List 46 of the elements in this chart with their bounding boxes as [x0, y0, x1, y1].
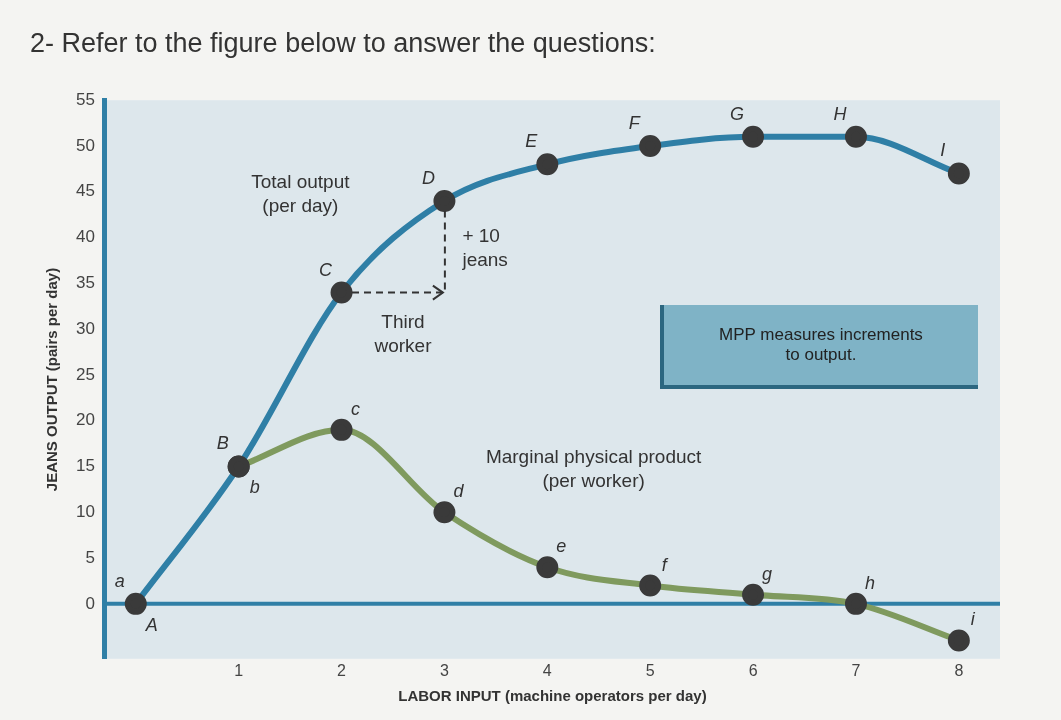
- annotation: d: [453, 481, 465, 502]
- annotation: Third worker: [373, 310, 433, 356]
- annotation: B: [216, 433, 229, 454]
- y-tick-label: 10: [75, 501, 95, 521]
- callout-box: MPP measures increments to output.: [660, 305, 978, 389]
- y-tick-label: 30: [75, 318, 95, 338]
- y-tick-label: 25: [75, 364, 95, 384]
- annotation: g: [762, 563, 773, 584]
- x-tick-label: 3: [439, 661, 449, 679]
- x-tick-label: 8: [954, 661, 964, 679]
- y-tick-label: 40: [75, 227, 95, 247]
- x-tick-label: 5: [645, 661, 655, 679]
- annotation: + 10 jeans: [461, 225, 508, 271]
- annotation: F: [628, 112, 641, 133]
- x-tick-label: 7: [851, 661, 861, 679]
- x-tick-label: 1: [234, 661, 244, 679]
- annotation: b: [249, 477, 260, 498]
- x-tick-label: 6: [748, 661, 758, 679]
- y-tick-label: 50: [75, 135, 95, 155]
- y-tick-label: 35: [75, 273, 95, 293]
- x-tick-label: 2: [337, 661, 347, 679]
- annotation: I: [940, 140, 946, 161]
- y-tick-label: 0: [85, 593, 95, 613]
- annotation: H: [833, 103, 848, 124]
- annotation: G: [730, 103, 745, 124]
- annotation: a: [114, 570, 125, 591]
- annotation: A: [144, 614, 158, 635]
- y-tick-label: 15: [75, 456, 95, 476]
- y-axis-title: JEANS OUTPUT (pairs per day): [43, 267, 61, 492]
- text: Total output (per day): [251, 170, 351, 216]
- annotation: e: [556, 536, 567, 557]
- annotation: E: [525, 131, 539, 152]
- y-tick-label: 55: [75, 89, 95, 109]
- annotation: i: [970, 609, 976, 630]
- annotation: c: [351, 398, 361, 419]
- annotation: C: [319, 259, 334, 280]
- x-tick-label: 4: [542, 661, 552, 679]
- annotation: D: [421, 167, 435, 188]
- y-tick-label: 5: [85, 547, 95, 567]
- annotation: h: [864, 572, 875, 593]
- x-axis-title: LABOR INPUT (machine operators per day): [398, 687, 707, 705]
- y-tick-label: 45: [75, 181, 95, 201]
- text: Marginal physical product (per worker): [485, 445, 703, 491]
- chart-title: 2- Refer to the figure below to answer the questions:: [30, 28, 656, 59]
- y-tick-label: 20: [75, 410, 95, 430]
- annotation: f: [661, 554, 669, 575]
